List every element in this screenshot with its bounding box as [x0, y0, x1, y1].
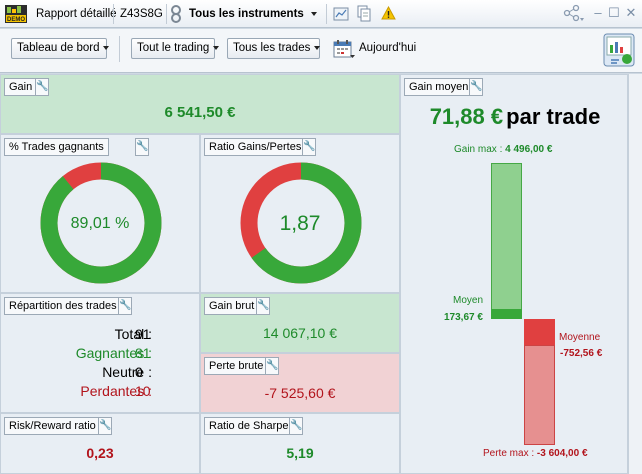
- average-loss-label: Moyenne: [559, 332, 601, 343]
- account-id[interactable]: Z43S8G: [120, 8, 163, 20]
- neutral-label: Neutre :: [102, 364, 152, 380]
- date-range-label[interactable]: Aujourd'hui: [359, 42, 417, 54]
- maximize-icon[interactable]: ☐: [608, 5, 620, 20]
- average-loss-amount: -752,56 €: [560, 348, 603, 359]
- panel-header: Ratio Gains/Pertes: [204, 138, 307, 156]
- link-icon[interactable]: [170, 5, 182, 23]
- wins-count: 81: [135, 345, 151, 361]
- average-loss-bar: [524, 319, 555, 346]
- trading-filter-label: Tout le trading: [137, 42, 210, 54]
- max-loss-value: -3 604,00 €: [536, 448, 588, 459]
- trade-distribution-panel: Répartition des trades 🔧 Total : Gagnant…: [0, 293, 200, 413]
- share-icon[interactable]: [562, 4, 584, 22]
- dashboard-dropdown[interactable]: Tableau de bord: [11, 38, 110, 59]
- average-gain-bar: [491, 309, 522, 319]
- distribution-labels: Total : Gagnantes : Neutre : Perdantes :: [1, 325, 152, 401]
- svg-text:DEMO: DEMO: [7, 17, 25, 23]
- neutral-count: 0: [135, 364, 143, 380]
- trades-filter-dropdown[interactable]: Tous les trades: [227, 38, 321, 59]
- vertical-scrollbar[interactable]: [628, 74, 642, 474]
- panel-header: Gain brut: [204, 297, 260, 315]
- wrench-icon[interactable]: 🔧: [256, 297, 270, 315]
- losses-label: Perdantes :: [80, 383, 152, 399]
- demo-logo: DEMO: [5, 5, 27, 23]
- max-loss-caption: Perte max : -3 604,00 €: [483, 448, 588, 459]
- title-bar: DEMO Rapport détaillé Z43S8G Tous les in…: [0, 0, 642, 28]
- losses-count: 10: [135, 383, 151, 399]
- minimize-icon[interactable]: –: [594, 5, 602, 20]
- trading-filter-dropdown[interactable]: Tout le trading: [131, 38, 220, 59]
- wrench-icon[interactable]: 🔧: [302, 138, 316, 156]
- win-rate-value: 89,01 %: [70, 215, 130, 232]
- max-gain-value: 4 496,00 €: [505, 144, 553, 155]
- gross-gain-value: 14 067,10 €: [263, 325, 337, 341]
- gain-value: 6 541,50 €: [164, 104, 236, 121]
- win-rate-donut: [40, 162, 162, 284]
- wrench-icon[interactable]: 🔧: [289, 417, 303, 435]
- total-label: Total :: [114, 326, 152, 342]
- gain-panel: Gain 🔧 6 541,50 €: [0, 74, 400, 134]
- max-loss-bar: [524, 345, 555, 445]
- total-count: 91: [135, 326, 151, 342]
- panel-header: Gain moyen: [404, 78, 474, 96]
- divider: [166, 4, 167, 24]
- wrench-icon[interactable]: 🔧: [469, 78, 483, 96]
- chevron-down-icon: [213, 45, 220, 50]
- wrench-icon[interactable]: 🔧: [118, 297, 132, 315]
- average-gain-label: Moyen: [453, 295, 484, 306]
- wrench-icon[interactable]: 🔧: [265, 357, 279, 375]
- max-loss-label: Perte max :: [483, 448, 535, 459]
- wrench-icon[interactable]: 🔧: [135, 138, 149, 156]
- donut-win-segment: [40, 162, 162, 284]
- max-gain-bar: [491, 163, 522, 319]
- panel-header: Ratio de Sharpe: [204, 417, 294, 435]
- report-settings-icon[interactable]: [603, 33, 635, 67]
- gross-loss-panel: Perte brute 🔧 -7 525,60 €: [200, 353, 400, 413]
- panel-header: Répartition des trades: [4, 297, 122, 315]
- risk-reward-value: 0,23: [86, 445, 114, 461]
- divider: [119, 36, 120, 62]
- win-rate-panel: % Trades gagnants 🔧 89,01 %: [0, 134, 200, 293]
- toolbar: Tableau de bord Tout le trading Tous les…: [0, 29, 642, 73]
- calendar-icon[interactable]: [333, 39, 355, 59]
- wrench-icon[interactable]: 🔧: [35, 78, 49, 96]
- donut-gain-segment: [240, 162, 362, 284]
- sharpe-ratio-panel: Ratio de Sharpe 🔧 5,19: [200, 413, 400, 474]
- average-per-trade: 71,88 € par trade: [401, 104, 629, 130]
- max-gain-caption: Gain max : 4 496,00 €: [454, 144, 552, 155]
- average-gain-panel: Gain moyen 🔧 71,88 € par trade Gain max …: [400, 74, 628, 474]
- trades-filter-label: Tous les trades: [233, 42, 311, 54]
- max-gain-label: Gain max :: [454, 144, 503, 155]
- ratio-donut: [240, 162, 362, 284]
- per-trade-label: par trade: [506, 104, 601, 129]
- chevron-down-icon: [311, 11, 318, 16]
- copy-document-icon[interactable]: [357, 5, 371, 22]
- average-gain-value: 71,88 €: [429, 104, 504, 129]
- chart-image-icon[interactable]: [333, 7, 349, 21]
- wins-label: Gagnantes :: [75, 345, 152, 361]
- instrument-filter-label: Tous les instruments: [189, 8, 304, 20]
- average-gain-amount: 173,67 €: [444, 312, 483, 323]
- chevron-down-icon: [103, 45, 110, 50]
- panel-header: Risk/Reward ratio: [4, 417, 101, 435]
- panel-header: Perte brute: [204, 357, 269, 375]
- close-icon[interactable]: ✕: [625, 5, 637, 20]
- ratio-panel: Ratio Gains/Pertes 🔧 1,87: [200, 134, 400, 293]
- panel-header: % Trades gagnants: [4, 138, 109, 156]
- distribution-values: 91 81 0 10: [135, 325, 151, 401]
- chevron-down-icon: [314, 45, 321, 50]
- divider: [326, 4, 327, 24]
- wrench-icon[interactable]: 🔧: [98, 417, 112, 435]
- warning-icon[interactable]: [381, 6, 396, 20]
- instrument-filter[interactable]: Tous les instruments: [189, 8, 318, 20]
- gross-gain-panel: Gain brut 🔧 14 067,10 €: [200, 293, 400, 353]
- sharpe-ratio-value: 5,19: [286, 445, 314, 461]
- panel-header: Gain: [4, 78, 38, 96]
- dashboard-dropdown-label: Tableau de bord: [17, 42, 100, 54]
- report-title: Rapport détaillé: [36, 8, 117, 20]
- risk-reward-panel: Risk/Reward ratio 🔧 0,23: [0, 413, 200, 474]
- ratio-value: 1,87: [279, 212, 321, 235]
- gross-loss-value: -7 525,60 €: [264, 385, 336, 401]
- divider: [113, 4, 114, 24]
